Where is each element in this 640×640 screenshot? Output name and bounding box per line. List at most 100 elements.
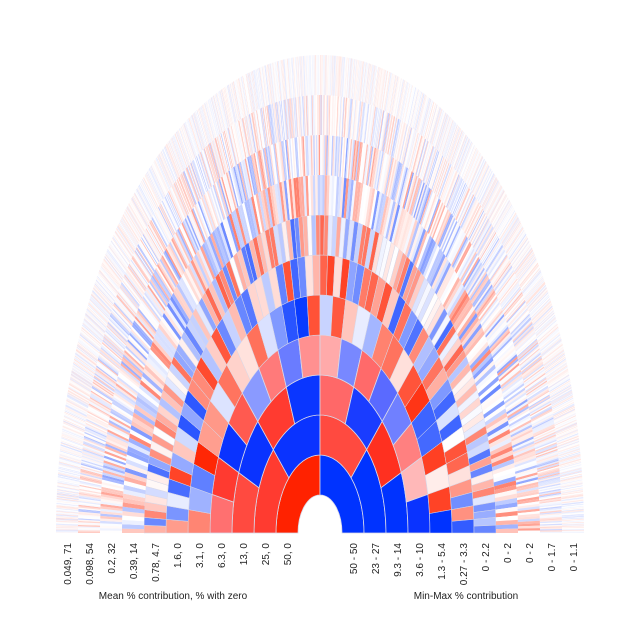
ring-9-segment <box>507 403 529 419</box>
ring-9-segment <box>401 170 412 208</box>
ring-11-segment <box>112 236 131 262</box>
ring-8-segment <box>495 519 518 526</box>
ring-11-segment <box>524 278 544 301</box>
ring-10-segment <box>77 531 100 533</box>
ring-11-segment <box>355 60 359 100</box>
ring-11-segment <box>121 216 139 244</box>
ring-10-segment <box>486 245 504 274</box>
ring-10-segment <box>111 310 131 332</box>
ring-10-segment <box>328 95 331 136</box>
ring-11-segment <box>146 172 161 204</box>
ring-10-segment <box>245 115 253 155</box>
ring-11-segment <box>103 257 123 282</box>
ring-9-segment <box>487 320 507 344</box>
ring-11-segment <box>558 449 581 458</box>
ring-9-segment <box>442 220 458 254</box>
ring-11-segment <box>441 120 454 155</box>
ring-9-segment <box>366 146 374 186</box>
ring-10-segment <box>285 99 290 139</box>
ring-11-segment <box>376 68 382 108</box>
ring-10-segment <box>539 511 562 515</box>
ring-10-segment <box>102 339 123 359</box>
ring-11-segment <box>532 302 552 323</box>
ring-11-segment <box>106 251 125 276</box>
ring-11-segment <box>64 415 86 426</box>
ring-11-segment <box>428 105 439 142</box>
ring-8-segment <box>408 223 422 261</box>
ring-10-segment <box>525 374 546 390</box>
ring-11-segment <box>59 451 82 459</box>
ring-11-segment <box>469 156 484 189</box>
ring-11-segment <box>303 55 306 96</box>
ring-10-segment <box>376 109 384 149</box>
ring-11-segment <box>56 529 79 531</box>
ring-8-segment <box>424 245 440 280</box>
ring-9-segment <box>282 140 288 181</box>
ring-11-segment <box>59 459 81 467</box>
ring-9-segment <box>396 166 407 204</box>
ring-10-segment <box>138 241 156 270</box>
ring-10-segment <box>529 396 551 411</box>
ring-10-segment <box>84 429 107 440</box>
ring-11-segment <box>474 164 489 197</box>
ring-9-segment <box>509 419 532 434</box>
ring-11-segment <box>504 223 522 250</box>
ring-11-segment <box>263 65 269 106</box>
ring-11-segment <box>558 446 580 455</box>
ring-10-segment <box>472 217 489 248</box>
ring-11-segment <box>71 373 92 388</box>
ring-11-segment <box>371 66 378 106</box>
ring-10-segment <box>359 102 365 142</box>
ring-9-segment <box>500 367 521 386</box>
ring-10-segment <box>536 458 559 467</box>
ring-11-segment <box>305 55 308 96</box>
ring-8-segment <box>383 198 394 238</box>
ring-11-segment <box>305 55 307 96</box>
ring-11-segment <box>494 201 511 231</box>
ring-11-segment <box>113 233 132 260</box>
ring-10-segment <box>153 213 170 244</box>
ring-11-segment <box>91 291 112 313</box>
ring-11-segment <box>186 120 198 156</box>
ring-11-segment <box>559 465 582 472</box>
ring-8-segment <box>381 197 392 237</box>
ring-10-segment <box>122 278 141 303</box>
ring-10-segment <box>291 97 295 138</box>
ring-11-segment <box>406 86 415 124</box>
ring-9-segment <box>188 211 204 246</box>
ring-11-segment <box>383 71 391 111</box>
ring-11-segment <box>180 127 193 162</box>
ring-10-segment <box>120 283 140 307</box>
ring-11-segment <box>534 310 554 331</box>
ring-11-segment <box>100 265 120 289</box>
ring-11-segment <box>543 347 564 364</box>
ring-11-segment <box>420 97 430 135</box>
ring-11-segment <box>278 60 283 101</box>
ring-10-segment <box>278 101 284 141</box>
ring-11-segment <box>72 366 94 382</box>
ring-11-segment <box>178 129 191 164</box>
ring-11-segment <box>77 344 98 362</box>
ring-10-segment <box>449 179 464 213</box>
ring-11-segment <box>129 200 147 230</box>
ring-11-segment <box>471 160 486 192</box>
ring-10-segment <box>216 136 227 174</box>
ring-8-segment <box>298 176 303 217</box>
ring-10-segment <box>78 511 101 515</box>
ring-11-segment <box>112 237 130 263</box>
ring-10-segment <box>378 110 386 150</box>
ring-11-segment <box>394 78 403 117</box>
ring-11-segment <box>57 481 80 487</box>
ring-10-segment <box>84 430 107 442</box>
ring-10-segment <box>527 389 549 404</box>
ring-11-segment <box>69 382 91 396</box>
ring-10-segment <box>81 460 104 469</box>
ring-11-segment <box>480 175 496 207</box>
ring-11-segment <box>62 430 84 440</box>
ring-9-segment <box>110 410 132 425</box>
ring-11-segment <box>337 56 340 97</box>
ring-10-segment <box>223 130 234 168</box>
ring-9-segment <box>186 214 202 249</box>
ring-10-segment <box>490 255 508 282</box>
ring-9-segment <box>289 138 294 179</box>
